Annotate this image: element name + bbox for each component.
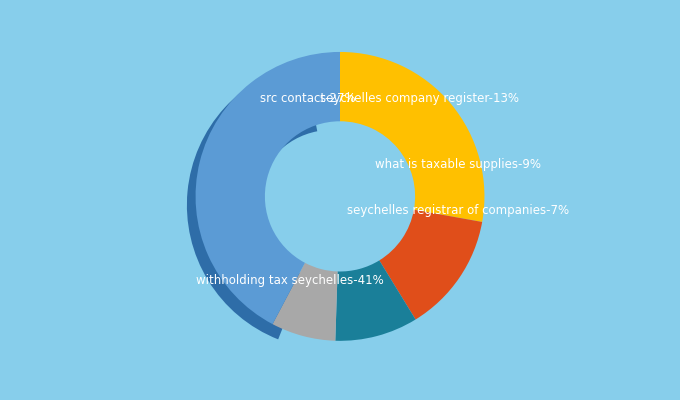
Text: seychelles registrar of companies-7%: seychelles registrar of companies-7% — [347, 204, 570, 217]
Text: what is taxable supplies-9%: what is taxable supplies-9% — [375, 158, 541, 171]
Wedge shape — [335, 260, 415, 341]
Wedge shape — [379, 210, 482, 320]
Wedge shape — [187, 63, 318, 339]
Text: seychelles company register-13%: seychelles company register-13% — [320, 92, 519, 105]
Wedge shape — [273, 263, 337, 341]
Text: withholding tax seychelles-41%: withholding tax seychelles-41% — [196, 274, 384, 287]
Text: src contact-27%: src contact-27% — [260, 92, 356, 105]
Wedge shape — [340, 52, 484, 222]
Wedge shape — [196, 52, 340, 324]
